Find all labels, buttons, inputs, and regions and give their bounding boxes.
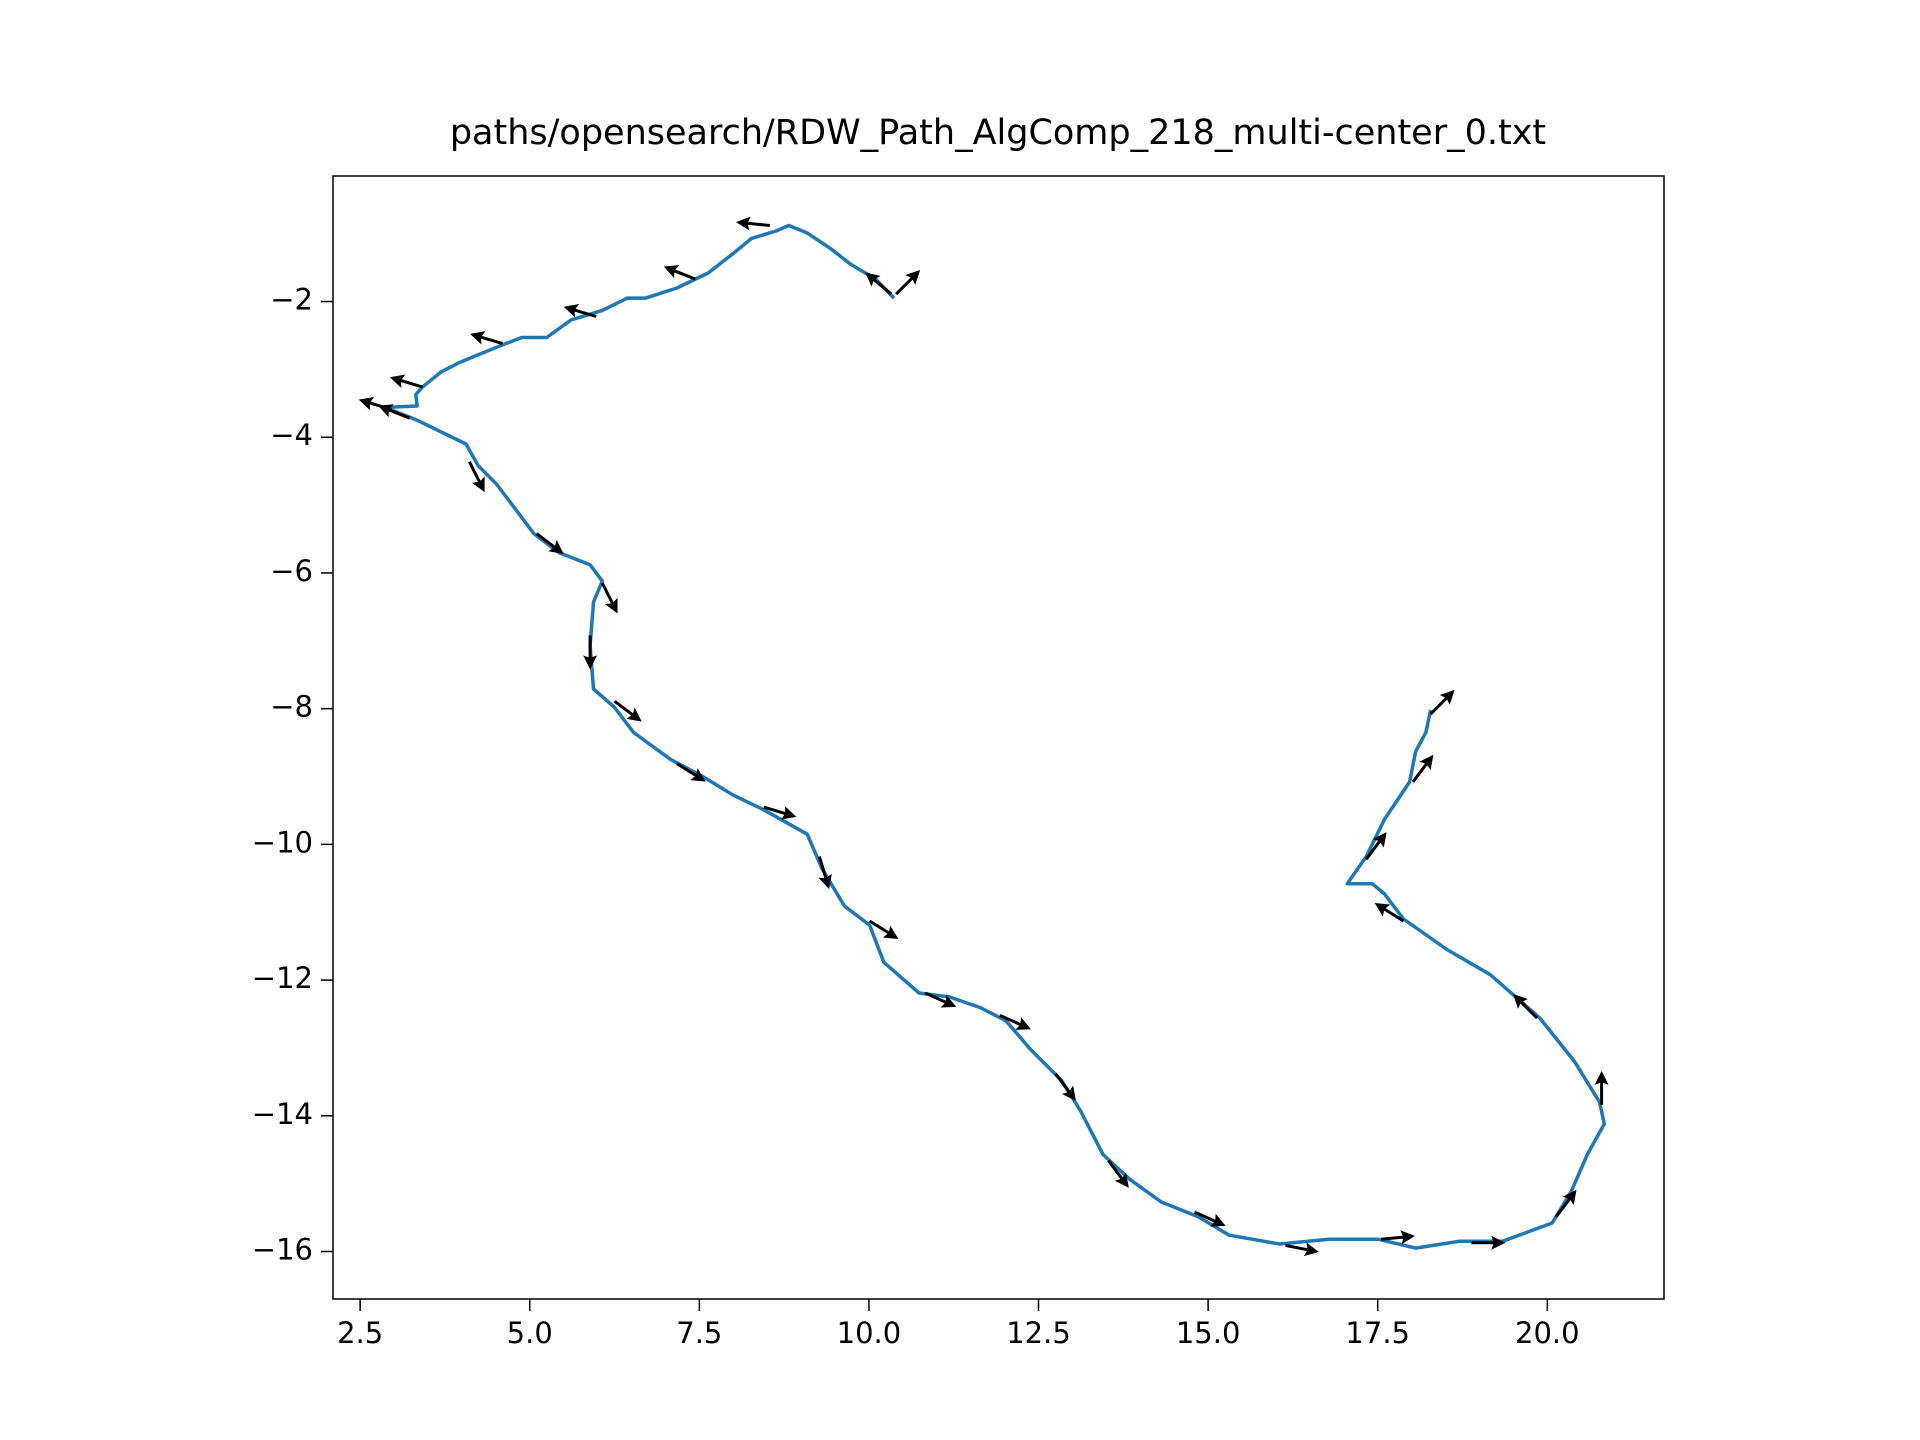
direction-arrow — [1285, 1242, 1319, 1257]
x-tick-label: 5.0 — [507, 1316, 553, 1350]
direction-arrow — [817, 856, 832, 890]
direction-arrow — [924, 991, 957, 1008]
x-tick-label: 12.5 — [1006, 1316, 1071, 1350]
direction-arrow — [736, 216, 771, 231]
direction-arrow — [865, 272, 893, 296]
x-tick-label: 7.5 — [676, 1316, 722, 1350]
y-tick-label: −10 — [252, 825, 313, 859]
direction-arrow — [676, 762, 706, 782]
y-tick-label: −2 — [270, 283, 313, 317]
direction-arrow — [468, 461, 485, 493]
y-tick-label: −6 — [270, 554, 313, 588]
direction-arrow — [470, 331, 504, 346]
direction-arrow — [1054, 1072, 1076, 1101]
chart-title: paths/opensearch/RDW_Path_AlgComp_218_mu… — [450, 113, 1546, 153]
direction-arrow — [1380, 1230, 1415, 1245]
direction-arrow — [1554, 1189, 1577, 1218]
plot-frame — [332, 175, 1665, 1300]
direction-arrow — [583, 635, 598, 670]
y-tick-label: −4 — [270, 418, 313, 452]
x-tick-label: 20.0 — [1515, 1316, 1580, 1350]
direction-arrow — [1471, 1235, 1506, 1250]
path-line — [383, 223, 1607, 1250]
direction-arrow — [895, 270, 921, 296]
direction-arrow — [613, 700, 642, 722]
direction-arrow — [563, 304, 597, 318]
y-tick-label: −16 — [252, 1233, 313, 1267]
x-tick-label: 10.0 — [837, 1316, 902, 1350]
direction-arrow — [1193, 1210, 1226, 1227]
direction-arrow — [389, 374, 423, 389]
direction-arrow — [1594, 1070, 1609, 1105]
direction-arrow — [600, 582, 618, 614]
direction-arrow — [663, 265, 696, 281]
direction-arrow — [378, 404, 411, 420]
direction-arrow — [535, 532, 564, 555]
y-tick-label: −8 — [270, 690, 313, 724]
y-tick-label: −12 — [252, 961, 313, 995]
x-tick-label: 15.0 — [1176, 1316, 1241, 1350]
direction-arrow — [1429, 690, 1455, 716]
x-tick-label: 17.5 — [1345, 1316, 1410, 1350]
direction-arrow — [1374, 902, 1405, 923]
direction-arrow — [1513, 994, 1539, 1020]
x-tick-label: 2.5 — [337, 1316, 383, 1350]
direction-arrow — [1411, 754, 1434, 783]
y-tick-label: −14 — [252, 1097, 313, 1131]
direction-arrow — [1365, 832, 1387, 861]
direction-arrow — [999, 1014, 1031, 1030]
direction-arrow — [1107, 1159, 1129, 1188]
direction-arrow — [868, 919, 899, 940]
direction-arrow — [763, 805, 797, 820]
